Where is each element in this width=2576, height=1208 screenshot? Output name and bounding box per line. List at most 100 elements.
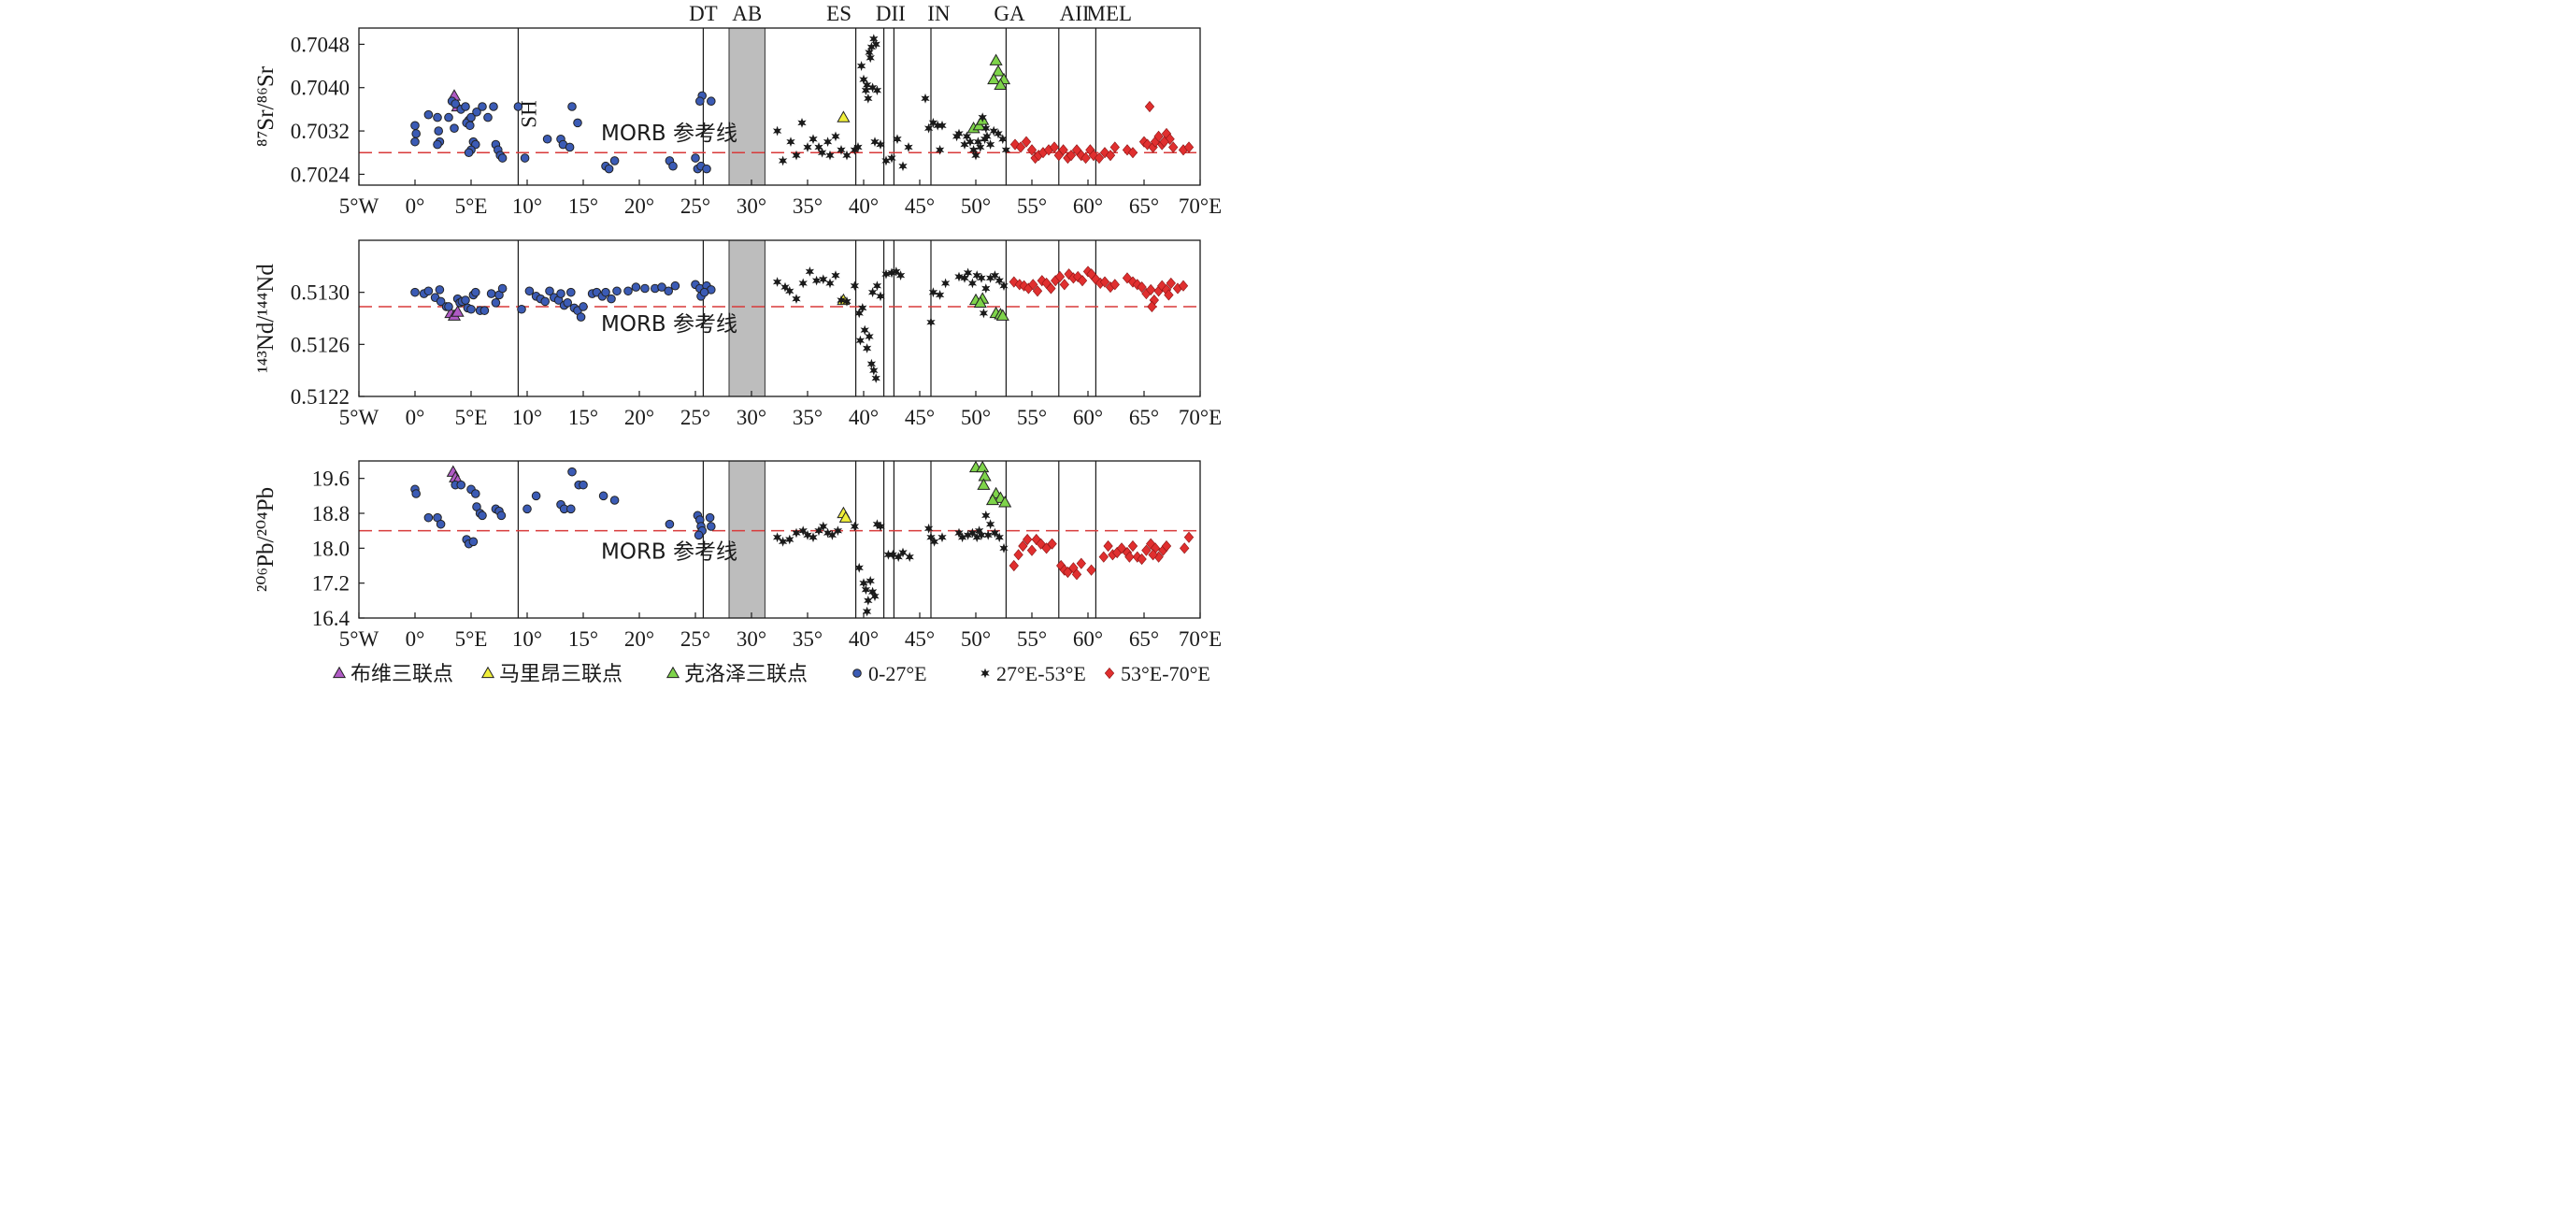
x-tick-label: 25° <box>680 194 710 218</box>
data-point <box>1168 141 1179 153</box>
series-5 <box>1009 100 1195 165</box>
data-point <box>513 102 523 111</box>
data-point <box>1064 268 1074 280</box>
data-point <box>928 287 938 298</box>
data-point <box>1178 280 1189 292</box>
data-point <box>926 317 936 328</box>
x-tick-label: 55° <box>1017 194 1047 218</box>
x-tick-label: 70°E <box>1179 194 1222 218</box>
plot-frame <box>358 460 1201 619</box>
data-point <box>1058 144 1068 156</box>
data-point <box>981 510 991 521</box>
series-4 <box>772 266 1009 383</box>
data-point <box>410 137 420 147</box>
data-point <box>1159 136 1169 148</box>
data-point <box>809 532 818 543</box>
data-point <box>833 525 843 537</box>
data-point <box>990 270 1000 280</box>
legend-marker <box>332 666 347 679</box>
legend-marker <box>1104 667 1115 680</box>
data-point <box>864 595 873 606</box>
data-point <box>1063 566 1073 579</box>
x-tick-label: 15° <box>568 194 598 218</box>
data-point <box>850 521 860 532</box>
data-point <box>423 286 434 296</box>
legend-label: 0-27°E <box>868 662 927 685</box>
data-point <box>1046 282 1056 295</box>
panel-pb-isotope: MORB 参考线 16.4 17.2 18.0 18.8 19.6 5°W 0° 5°E 10° 1… <box>253 460 1222 651</box>
data-point <box>999 542 1009 554</box>
data-point <box>542 134 552 144</box>
data-point <box>876 521 885 532</box>
data-point <box>870 137 880 148</box>
data-point <box>987 72 1001 85</box>
data-point <box>1076 557 1086 569</box>
x-tick-label: 35° <box>793 406 823 429</box>
x-tick-label: 0° <box>406 627 425 651</box>
data-point <box>977 478 991 490</box>
data-point <box>433 139 442 150</box>
data-point <box>466 304 476 314</box>
y-tick-label: 18.8 <box>312 502 350 525</box>
data-point <box>967 527 978 539</box>
x-tick-label: 65° <box>1129 406 1159 429</box>
data-point <box>935 144 945 155</box>
data-point <box>410 121 420 131</box>
data-point <box>866 41 877 52</box>
data-point <box>850 280 860 292</box>
data-point <box>989 125 998 137</box>
data-point <box>668 161 678 171</box>
data-point <box>433 112 442 122</box>
data-point <box>926 532 936 543</box>
data-point <box>705 512 715 523</box>
x-tick-label: 5°W <box>339 627 379 651</box>
series-2 <box>966 53 1011 134</box>
data-point <box>990 527 1000 539</box>
y-tick-label: 19.6 <box>312 467 350 491</box>
data-point <box>867 586 878 597</box>
data-point <box>876 139 885 150</box>
data-point <box>940 278 951 289</box>
series-4 <box>772 34 1011 172</box>
boundary-label: IN <box>927 2 951 25</box>
data-point <box>962 131 972 142</box>
data-point <box>894 552 903 563</box>
panel-nd-isotope: MORB 参考线 0.5122 0.5126 0.5130 5°W 0° 5°E 10° 15°… <box>253 239 1222 429</box>
data-point <box>972 270 981 280</box>
data-point <box>1047 538 1057 550</box>
series-4 <box>772 510 1009 617</box>
data-point <box>491 298 501 308</box>
data-point <box>1183 531 1195 543</box>
data-point <box>831 270 840 280</box>
data-point <box>1086 564 1096 576</box>
x-tick-label: 50° <box>961 627 991 651</box>
data-point <box>981 283 991 294</box>
data-point <box>576 312 586 322</box>
data-point <box>792 294 801 305</box>
x-tick-label: 55° <box>1017 627 1047 651</box>
data-point <box>866 575 875 586</box>
x-tick-label: 0° <box>406 406 425 429</box>
data-point <box>973 295 987 308</box>
legend-marker <box>665 666 680 679</box>
data-point <box>974 525 984 537</box>
data-point <box>952 131 962 142</box>
data-point <box>967 278 978 289</box>
data-point <box>869 365 879 376</box>
data-point <box>609 156 620 165</box>
data-point <box>933 120 942 131</box>
data-point <box>1116 542 1127 554</box>
data-point <box>881 155 891 166</box>
y-axis-label: ⁸⁷Sr/⁸⁶Sr <box>253 65 279 147</box>
data-point <box>797 117 807 128</box>
x-tick-label: 40° <box>849 627 879 651</box>
data-point <box>809 134 818 145</box>
data-point <box>579 480 588 490</box>
data-point <box>1105 150 1116 162</box>
data-point <box>867 287 878 298</box>
series-2 <box>968 460 1012 508</box>
data-point <box>479 306 490 315</box>
data-point <box>862 606 872 617</box>
data-point <box>862 79 872 91</box>
